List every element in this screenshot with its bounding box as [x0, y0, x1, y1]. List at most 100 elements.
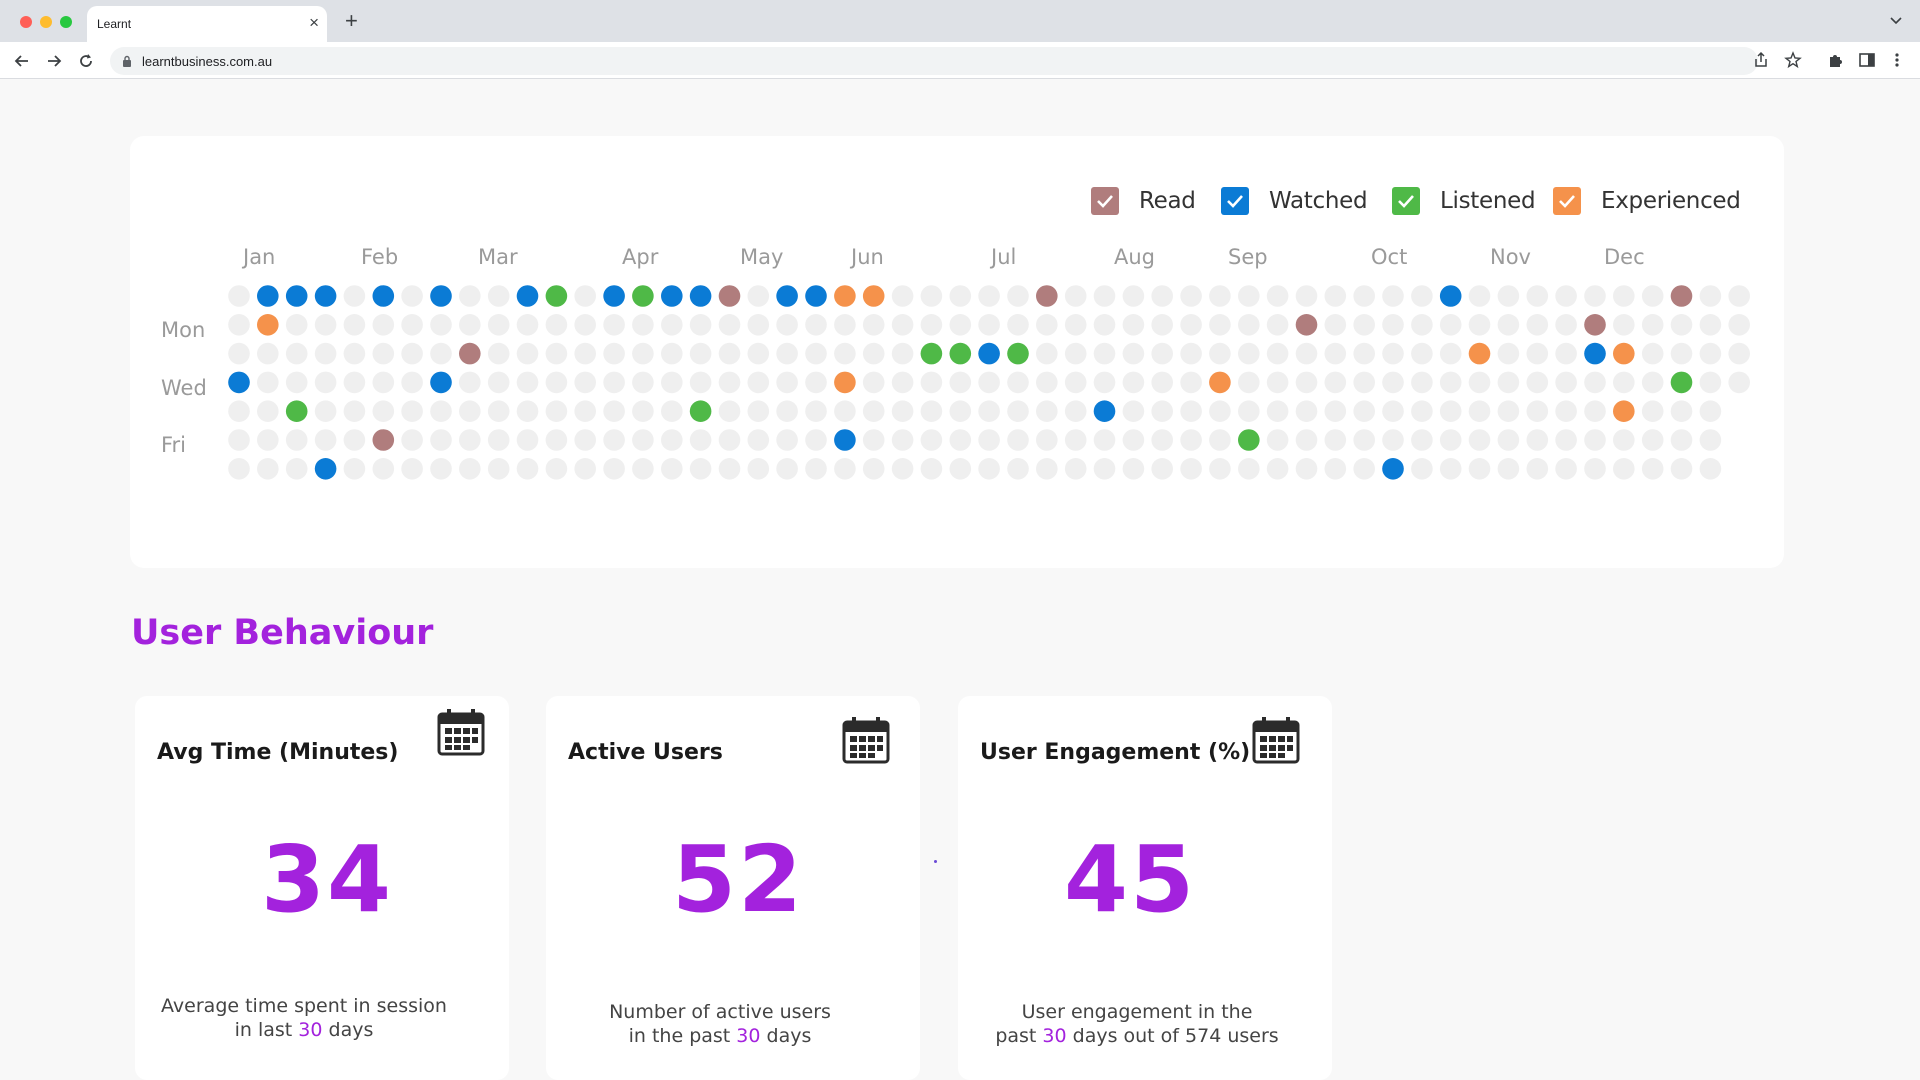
empty-day-dot[interactable] — [1353, 458, 1375, 480]
empty-day-dot[interactable] — [1411, 314, 1433, 336]
empty-day-dot[interactable] — [776, 458, 798, 480]
empty-day-dot[interactable] — [632, 458, 654, 480]
empty-day-dot[interactable] — [257, 342, 279, 365]
empty-day-dot[interactable] — [487, 458, 510, 480]
empty-day-dot[interactable] — [1295, 458, 1318, 480]
empty-day-dot[interactable] — [1555, 342, 1577, 365]
empty-day-dot[interactable] — [1007, 429, 1029, 451]
empty-day-dot[interactable] — [1295, 429, 1318, 451]
empty-day-dot[interactable] — [891, 458, 914, 480]
empty-day-dot[interactable] — [603, 371, 625, 394]
empty-day-dot[interactable] — [1497, 458, 1520, 480]
empty-day-dot[interactable] — [891, 400, 914, 423]
empty-day-dot[interactable] — [574, 285, 596, 307]
empty-day-dot[interactable] — [949, 285, 972, 307]
activity-dot-watched[interactable] — [1439, 285, 1462, 307]
empty-day-dot[interactable] — [1699, 400, 1722, 423]
more-menu-icon[interactable] — [1888, 51, 1906, 69]
empty-day-dot[interactable] — [574, 342, 596, 365]
empty-day-dot[interactable] — [1324, 342, 1347, 365]
activity-dot-read[interactable] — [372, 429, 395, 451]
empty-day-dot[interactable] — [372, 400, 395, 423]
empty-day-dot[interactable] — [545, 458, 568, 480]
empty-day-dot[interactable] — [459, 458, 481, 480]
empty-day-dot[interactable] — [1526, 458, 1549, 480]
empty-day-dot[interactable] — [257, 371, 279, 394]
empty-day-dot[interactable] — [401, 429, 423, 451]
empty-day-dot[interactable] — [1411, 458, 1433, 480]
empty-day-dot[interactable] — [1122, 400, 1145, 423]
empty-day-dot[interactable] — [228, 314, 250, 336]
empty-day-dot[interactable] — [1670, 429, 1693, 451]
empty-day-dot[interactable] — [1353, 429, 1375, 451]
activity-dot-listened[interactable] — [632, 285, 654, 307]
empty-day-dot[interactable] — [747, 400, 770, 423]
empty-day-dot[interactable] — [343, 314, 366, 336]
empty-day-dot[interactable] — [1584, 429, 1606, 451]
activity-dot-experienced[interactable] — [1209, 371, 1231, 394]
empty-day-dot[interactable] — [747, 285, 770, 307]
empty-day-dot[interactable] — [834, 342, 856, 365]
empty-day-dot[interactable] — [1468, 285, 1491, 307]
empty-day-dot[interactable] — [1641, 314, 1664, 336]
empty-day-dot[interactable] — [1555, 314, 1577, 336]
empty-day-dot[interactable] — [545, 400, 568, 423]
empty-day-dot[interactable] — [545, 314, 568, 336]
empty-day-dot[interactable] — [632, 429, 654, 451]
activity-dot-watched[interactable] — [978, 342, 1000, 365]
listened-checkbox[interactable] — [1392, 187, 1420, 215]
empty-day-dot[interactable] — [1238, 285, 1260, 307]
empty-day-dot[interactable] — [1411, 371, 1433, 394]
empty-day-dot[interactable] — [343, 285, 366, 307]
empty-day-dot[interactable] — [1439, 314, 1462, 336]
empty-day-dot[interactable] — [285, 342, 308, 365]
empty-day-dot[interactable] — [1295, 285, 1318, 307]
empty-day-dot[interactable] — [574, 371, 596, 394]
empty-day-dot[interactable] — [1382, 429, 1404, 451]
empty-day-dot[interactable] — [747, 314, 770, 336]
empty-day-dot[interactable] — [718, 371, 741, 394]
empty-day-dot[interactable] — [862, 458, 885, 480]
empty-day-dot[interactable] — [372, 458, 395, 480]
activity-dot-watched[interactable] — [603, 285, 625, 307]
empty-day-dot[interactable] — [487, 371, 510, 394]
activity-dot-read[interactable] — [1036, 285, 1058, 307]
empty-day-dot[interactable] — [1093, 458, 1116, 480]
empty-day-dot[interactable] — [1122, 314, 1145, 336]
empty-day-dot[interactable] — [1324, 285, 1347, 307]
activity-dot-watched[interactable] — [776, 285, 798, 307]
empty-day-dot[interactable] — [1093, 314, 1116, 336]
empty-day-dot[interactable] — [1382, 314, 1404, 336]
empty-day-dot[interactable] — [1411, 400, 1433, 423]
activity-dot-watched[interactable] — [430, 371, 452, 394]
empty-day-dot[interactable] — [747, 458, 770, 480]
empty-day-dot[interactable] — [545, 371, 568, 394]
empty-day-dot[interactable] — [1295, 371, 1318, 394]
tab-close-icon[interactable]: × — [309, 13, 319, 32]
activity-dot-experienced[interactable] — [834, 371, 856, 394]
share-icon[interactable] — [1752, 51, 1770, 69]
empty-day-dot[interactable] — [1613, 458, 1635, 480]
empty-day-dot[interactable] — [1266, 285, 1289, 307]
empty-day-dot[interactable] — [1180, 314, 1202, 336]
back-arrow-icon[interactable] — [12, 51, 32, 71]
empty-day-dot[interactable] — [1238, 400, 1260, 423]
empty-day-dot[interactable] — [545, 342, 568, 365]
empty-day-dot[interactable] — [1526, 400, 1549, 423]
empty-day-dot[interactable] — [689, 342, 712, 365]
empty-day-dot[interactable] — [1497, 314, 1520, 336]
empty-day-dot[interactable] — [1497, 285, 1520, 307]
maximize-window-button[interactable] — [60, 16, 72, 28]
empty-day-dot[interactable] — [516, 400, 539, 423]
empty-day-dot[interactable] — [228, 285, 250, 307]
empty-day-dot[interactable] — [920, 400, 943, 423]
empty-day-dot[interactable] — [1497, 400, 1520, 423]
empty-day-dot[interactable] — [1209, 400, 1231, 423]
empty-day-dot[interactable] — [1468, 429, 1491, 451]
empty-day-dot[interactable] — [661, 314, 683, 336]
empty-day-dot[interactable] — [1613, 314, 1635, 336]
activity-dot-watched[interactable] — [1093, 400, 1116, 423]
empty-day-dot[interactable] — [718, 314, 741, 336]
activity-dot-watched[interactable] — [834, 429, 856, 451]
empty-day-dot[interactable] — [747, 371, 770, 394]
